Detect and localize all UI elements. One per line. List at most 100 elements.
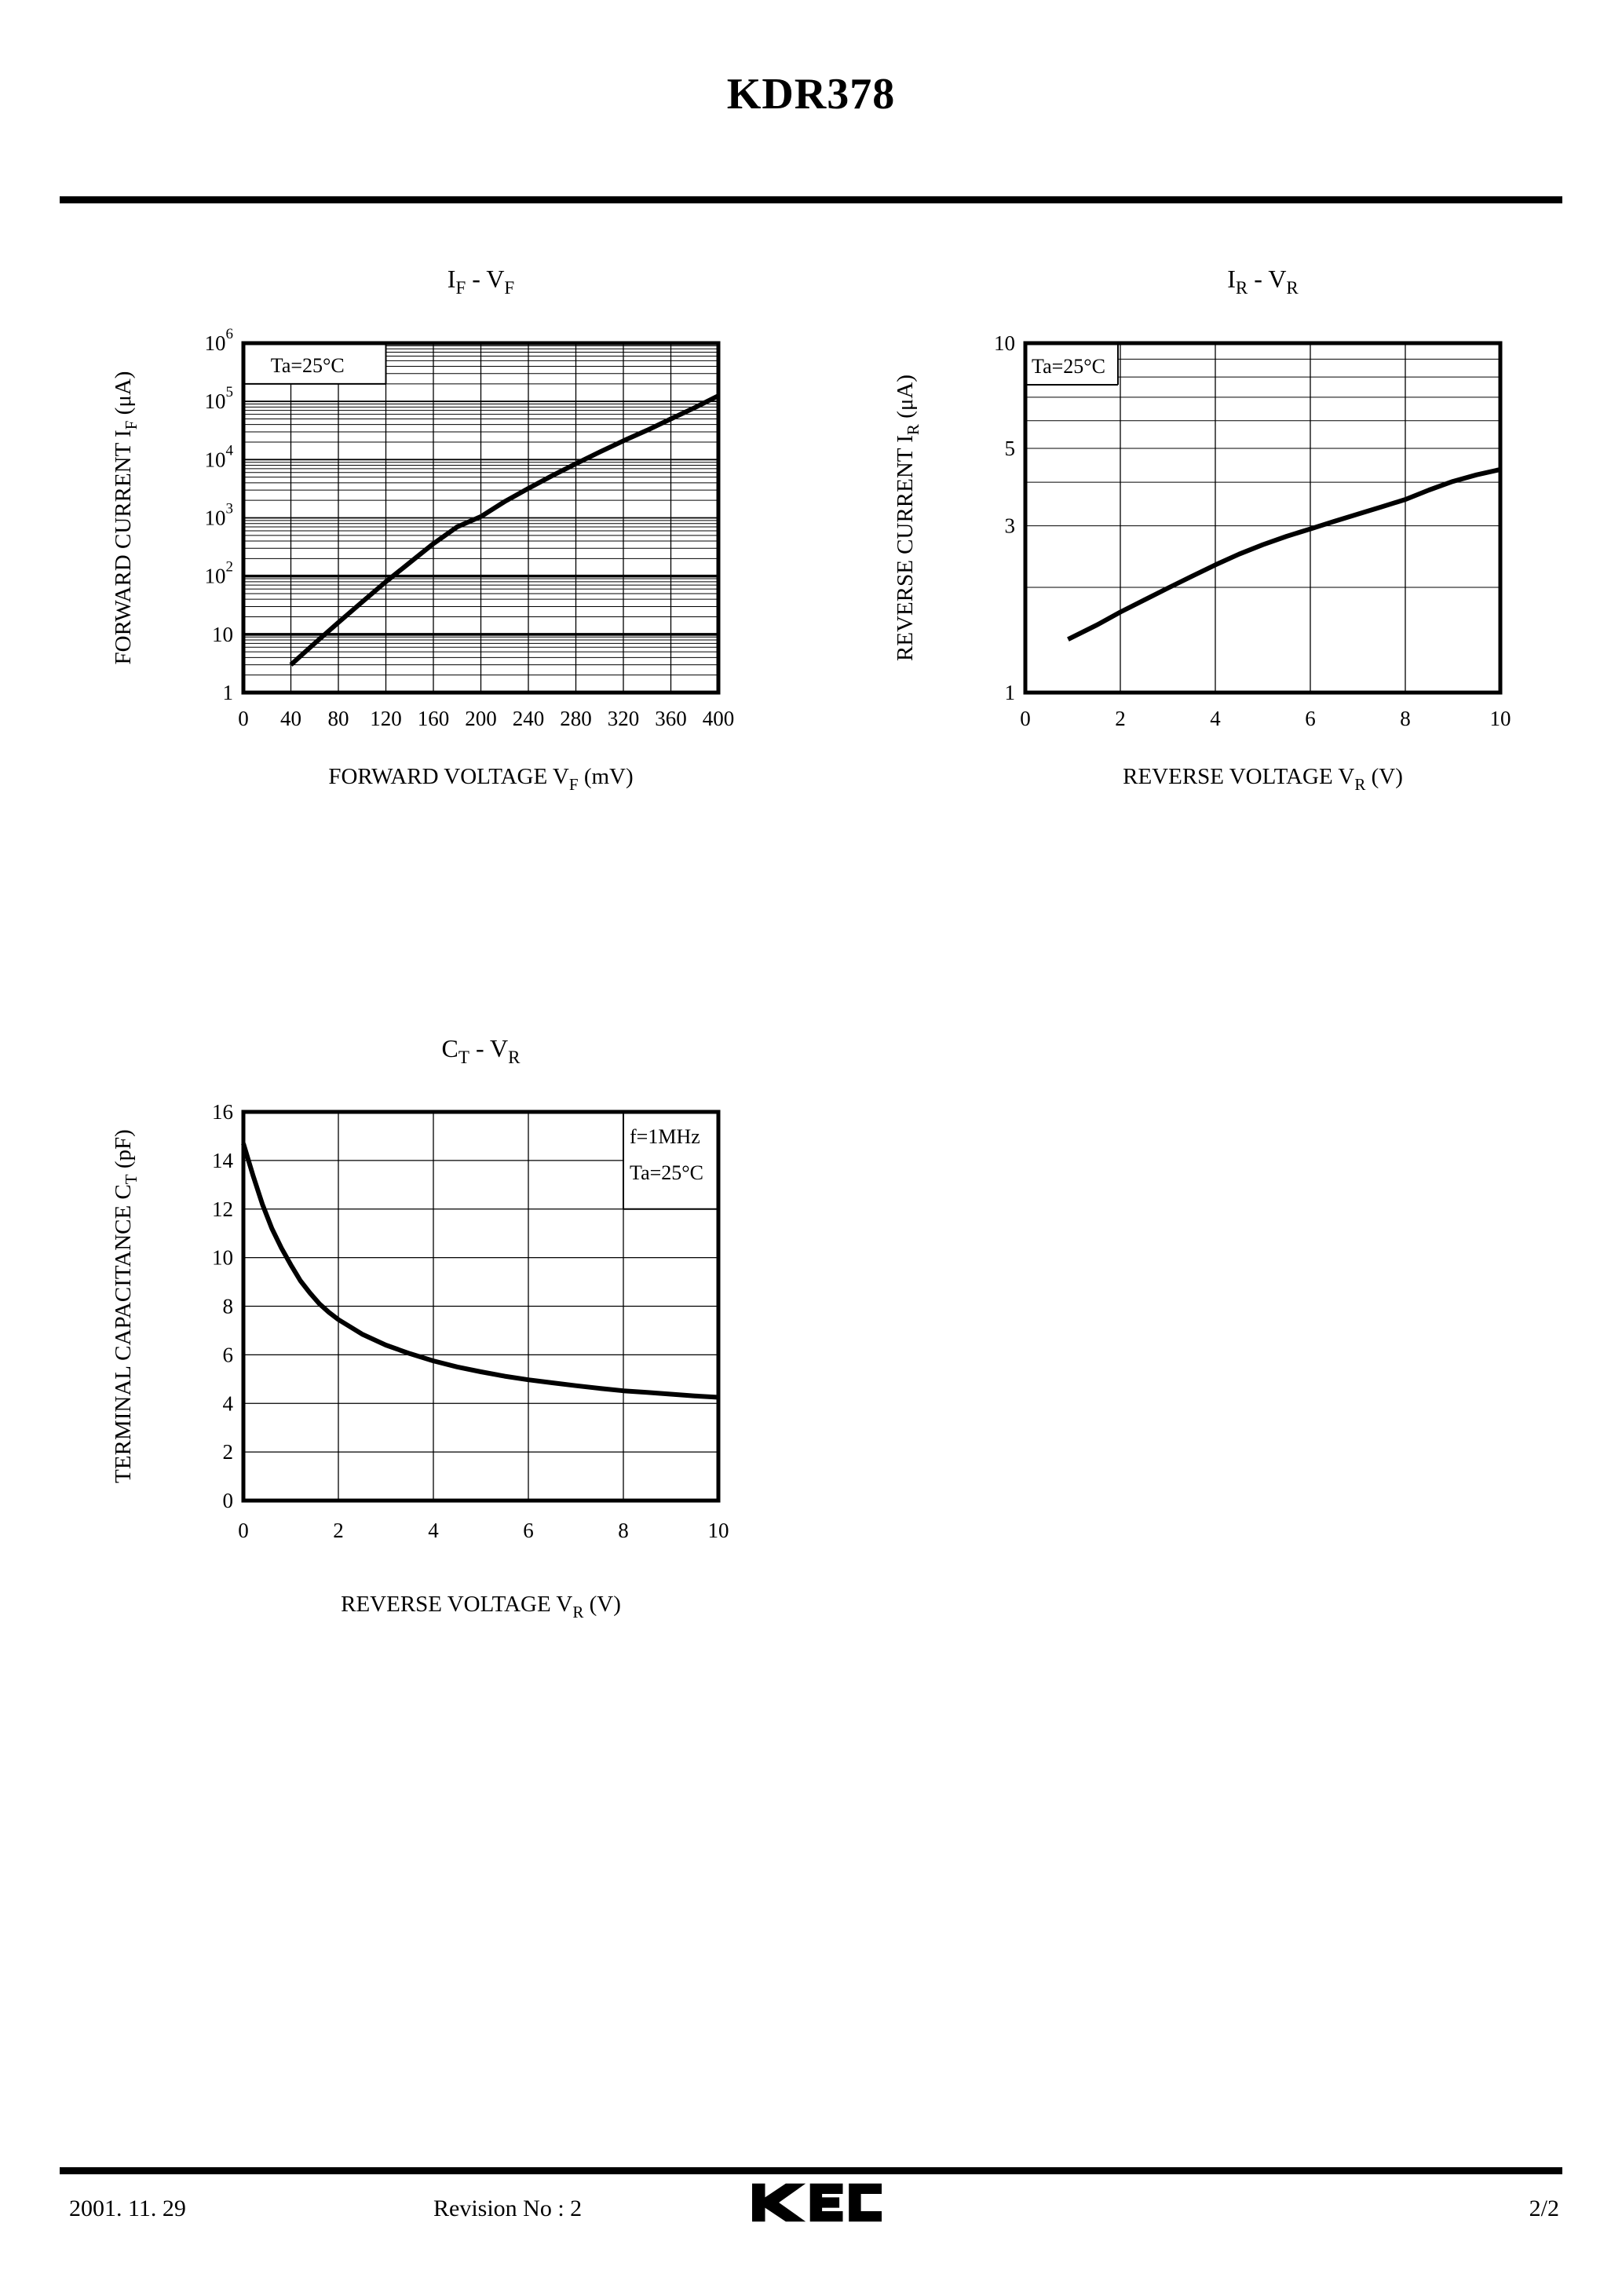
x-tick-label: 280 [560, 707, 592, 730]
label-part: R [572, 1603, 583, 1621]
label-part: 1 [1005, 681, 1016, 704]
y-tick-label: 105 [205, 384, 234, 413]
x-axis-title: REVERSE VOLTAGE VR (V) [341, 1592, 621, 1621]
y-tick-label: 1 [1005, 681, 1016, 704]
label-part: F [122, 421, 141, 430]
label-part: 6 [223, 1343, 234, 1366]
label-part: 4 [226, 442, 234, 459]
y-tick-label: 14 [212, 1149, 234, 1172]
y-tick-label: 102 [205, 559, 234, 588]
y-axis-title: FORWARD CURRENT IF (μA) [111, 371, 141, 665]
label-part: 2 [226, 559, 234, 576]
label-part: 2 [223, 1440, 234, 1464]
x-tick-label: 0 [238, 1519, 249, 1542]
y-tick-label: 1 [223, 681, 234, 704]
x-tick-label: 6 [523, 1519, 534, 1542]
label-part: 16 [212, 1100, 233, 1124]
x-axis-title: REVERSE VOLTAGE VR (V) [1123, 764, 1403, 794]
x-tick-label: 10 [1490, 707, 1511, 730]
label-part: 3 [226, 501, 234, 517]
logo-letter-e [809, 2183, 843, 2222]
x-tick-label: 320 [608, 707, 640, 730]
footer-date: 2001. 11. 29 [69, 2195, 186, 2221]
label-part: - [1248, 265, 1268, 293]
annotation-text: Ta=25°C [271, 354, 345, 377]
y-tick-label: 106 [205, 326, 234, 355]
y-tick-label: 3 [1005, 514, 1016, 538]
label-part: F [569, 775, 579, 794]
annotation-box [623, 1112, 718, 1209]
kec-logo [752, 2183, 882, 2222]
logo-letter-c [849, 2183, 882, 2222]
label-part: REVERSE VOLTAGE V [341, 1592, 572, 1617]
bottom-rule [60, 2167, 1562, 2174]
label-part: V [490, 1034, 508, 1062]
x-axis-title: FORWARD VOLTAGE VF (mV) [328, 764, 633, 794]
chart-if-vf: Ta=25°C0 40 80 120 160 200 240 280 320 360 4001061… [111, 265, 735, 794]
label-part: 10 [205, 565, 226, 588]
label-part: R [1236, 278, 1248, 298]
chart-title: CT - VR [442, 1034, 521, 1067]
label-part: 10 [212, 1246, 233, 1270]
label-part: 10 [205, 389, 226, 413]
chart-title: IR - VR [1227, 265, 1299, 298]
x-tick-label: 160 [418, 707, 450, 730]
label-part: (pF) [111, 1129, 136, 1174]
x-tick-label: 400 [703, 707, 735, 730]
x-tick-label: 80 [328, 707, 349, 730]
label-part: V [1268, 265, 1286, 293]
x-tick-label: 0 [238, 707, 249, 730]
y-tick-label: 10 [994, 331, 1015, 355]
y-tick-label: 104 [205, 442, 234, 471]
page-title: KDR378 [726, 70, 896, 119]
y-axis-title: REVERSE CURRENT IR (μA) [893, 375, 922, 661]
plot-border [241, 341, 721, 695]
chart-title: IF - VF [448, 265, 514, 298]
label-part: T [458, 1047, 469, 1067]
label-part: R [508, 1047, 521, 1067]
logo-letter-k [752, 2183, 806, 2222]
label-part: 0 [223, 1489, 234, 1512]
label-part: (μA) [111, 371, 136, 421]
label-part: 5 [226, 384, 234, 400]
y-axis-title: TERMINAL CAPACITANCE CT (pF) [111, 1129, 141, 1483]
label-part: R [1286, 278, 1299, 298]
curve-IF [289, 393, 720, 667]
y-tick-label: 4 [223, 1391, 234, 1415]
label-part: V [486, 265, 504, 293]
annotation-text: Ta=25°C [630, 1161, 703, 1184]
label-part: C [442, 1034, 458, 1062]
label-part: 1 [223, 681, 234, 704]
footer-revision: Revision No : 2 [433, 2195, 583, 2221]
x-tick-label: 4 [1210, 707, 1221, 730]
label-part: 10 [212, 623, 233, 646]
annotation-box [1025, 343, 1118, 386]
label-part: 10 [994, 331, 1015, 355]
x-tick-label: 120 [370, 707, 402, 730]
x-tick-label: 8 [1400, 707, 1411, 730]
curve-CT [241, 1143, 719, 1400]
label-part: FORWARD VOLTAGE V [328, 764, 569, 789]
y-tick-label: 0 [223, 1489, 234, 1512]
x-tick-label: 8 [618, 1519, 629, 1542]
x-tick-label: 4 [428, 1519, 439, 1542]
label-part: 8 [223, 1295, 234, 1318]
x-tick-label: 6 [1305, 707, 1316, 730]
label-part: R [1354, 775, 1365, 794]
label-part: I [1227, 265, 1236, 293]
label-part: - [466, 265, 486, 293]
label-part: 14 [212, 1149, 234, 1172]
y-tick-label: 103 [205, 501, 234, 530]
label-part: (V) [583, 1592, 621, 1617]
y-tick-label: 12 [212, 1197, 233, 1221]
x-tick-label: 10 [708, 1519, 729, 1542]
label-part: R [904, 424, 922, 435]
curve-IR [1067, 466, 1501, 642]
label-part: 12 [212, 1197, 233, 1221]
plot-border [1023, 341, 1503, 695]
annotation-text: f=1MHz [630, 1125, 700, 1148]
x-tick-label: 2 [1115, 707, 1126, 730]
label-part: 5 [1005, 437, 1016, 460]
label-part: I [448, 265, 456, 293]
